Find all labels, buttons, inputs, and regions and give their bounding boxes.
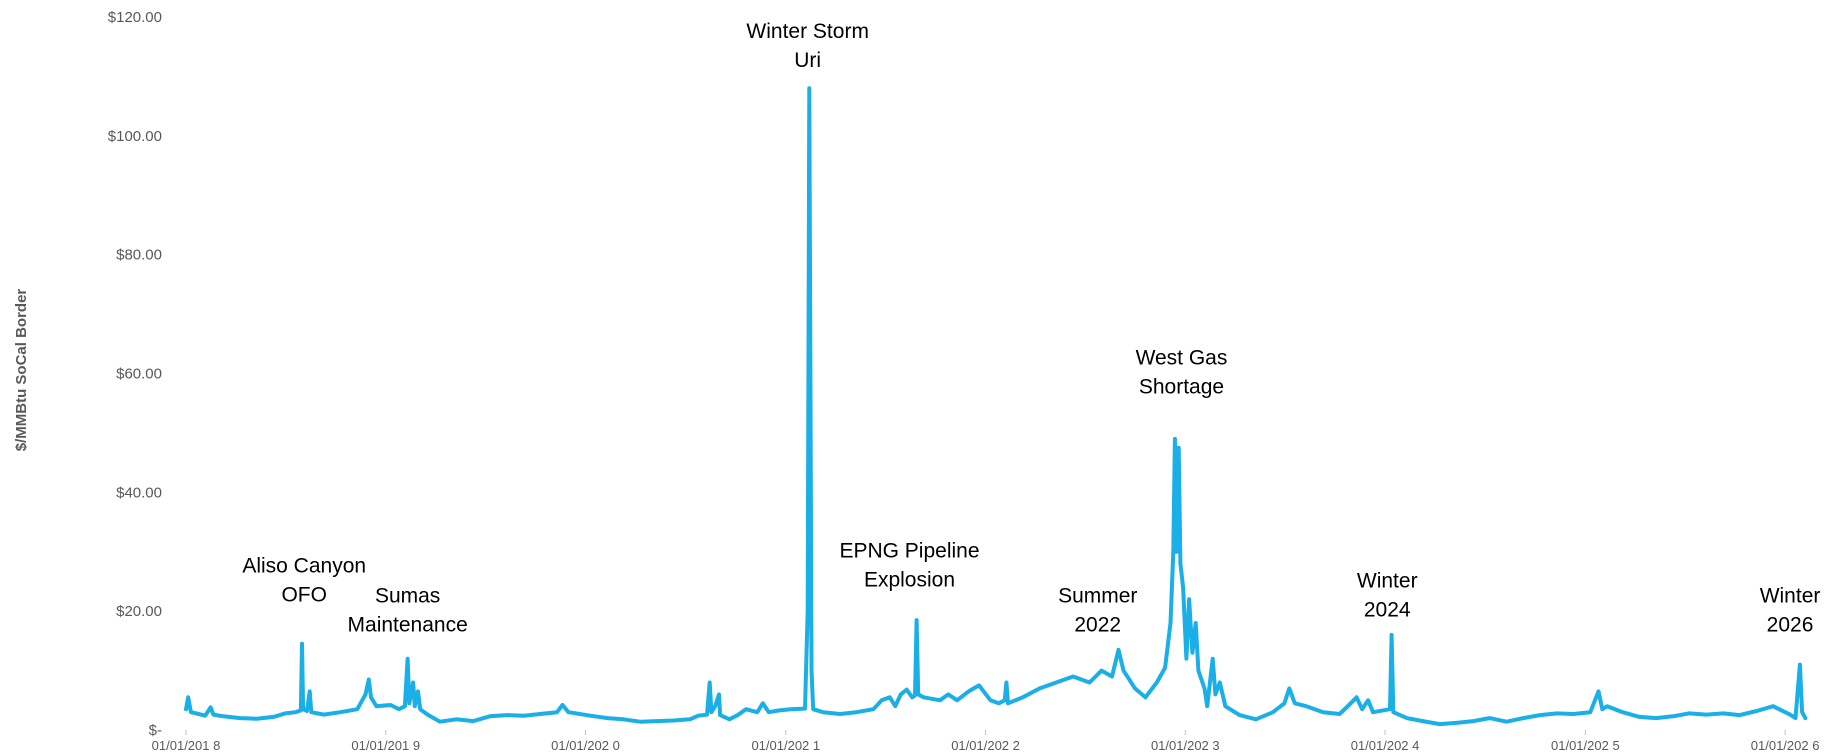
annotation-line: 2024 [1364,598,1411,621]
y-tick-label: $120.00 [108,9,162,26]
x-axis-ticks: 01/01/201 8 01/01/201 9 01/01/202 0 01/01/2… [152,730,1820,753]
x-tick-label: 01/01/202 6 [1751,738,1820,753]
annotation-line: 2022 [1074,613,1121,636]
annotation-line: Winter Storm [746,20,869,43]
y-tick-label: $100.00 [108,128,162,145]
x-tick-label: 01/01/202 1 [751,738,820,753]
y-tick-label: $- [149,722,162,739]
annotation-label: Sumas Maintenance [348,584,468,636]
y-axis-label: $/MMBtu SoCal Border [13,289,30,452]
series-layer [184,86,1808,727]
annotation-line: Sumas [375,584,440,607]
annotation-label: Winter 2026 [1760,584,1821,636]
y-tick-label: $40.00 [116,484,162,501]
y-tick-label: $20.00 [116,603,162,620]
price-series-line [184,86,1808,727]
annotation-line: Winter [1760,584,1821,607]
y-tick-label: $60.00 [116,366,162,383]
annotation-label: Winter 2024 [1357,569,1418,621]
annotation-line: EPNG Pipeline [839,540,979,563]
y-tick-label: $80.00 [116,247,162,264]
x-tick-label: 01/01/202 3 [1151,738,1220,753]
annotation-label: Summer 2022 [1058,584,1137,636]
x-tick-label: 01/01/201 8 [152,738,221,753]
annotation-label: Aliso Canyon OFO [242,555,366,607]
x-tick-label: 01/01/202 2 [951,738,1020,753]
annotation-label: Winter Storm Uri [746,20,869,72]
annotations: Aliso Canyon OFO Sumas Maintenance Winter St… [242,20,1820,636]
annotation-line: Shortage [1139,376,1224,399]
x-tick-label: 01/01/202 0 [551,738,620,753]
y-axis-ticks: $- $20.00 $40.00 $60.00 $80.00 $100.00 $120.00 [108,9,162,739]
annotation-line: Summer [1058,584,1137,607]
annotation-line: Explosion [864,569,955,592]
annotation-line: Uri [794,49,821,72]
x-tick-label: 01/01/202 4 [1351,738,1420,753]
x-tick-label: 01/01/202 5 [1551,738,1620,753]
annotation-line: Aliso Canyon [242,555,366,578]
annotation-line: Winter [1357,569,1418,592]
annotation-line: 2026 [1767,613,1814,636]
annotation-line: OFO [281,584,327,607]
annotation-label: West Gas Shortage [1136,347,1228,399]
annotation-label: EPNG Pipeline Explosion [839,540,979,592]
annotation-line: Maintenance [348,613,468,636]
x-tick-label: 01/01/201 9 [351,738,420,753]
annotation-line: West Gas [1136,347,1228,370]
